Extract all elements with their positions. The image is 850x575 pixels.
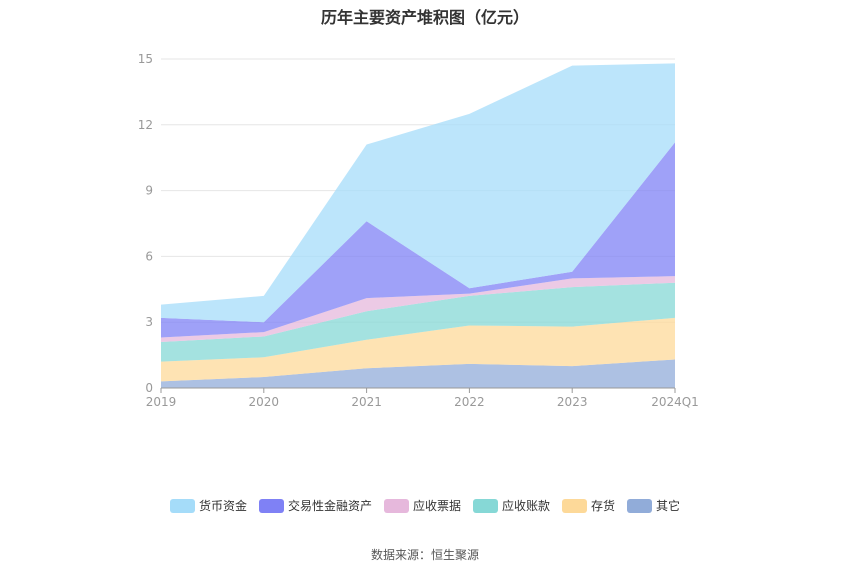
legend-label: 应收账款 <box>502 499 551 513</box>
area-series-0[interactable] <box>161 359 675 388</box>
y-tick-label: 15 <box>138 52 153 66</box>
area-series-3[interactable] <box>161 276 675 342</box>
legend-item[interactable]: 应收账款 <box>473 497 550 514</box>
legend-label: 存货 <box>591 499 616 513</box>
legend: 货币资金 交易性金融资产 应收票据 应收账款 存货 其它 <box>0 497 850 514</box>
axes: 0 3 6 9 12 15 2019 2020 2021 2022 2023 2024Q1 <box>138 52 699 409</box>
legend-swatch <box>627 498 653 513</box>
y-tick-label: 0 <box>145 381 153 395</box>
legend-swatch <box>383 498 409 513</box>
legend-item[interactable]: 存货 <box>562 497 615 514</box>
chart-title: 历年主要资产堆积图（亿元） <box>320 8 529 27</box>
y-tick-label: 6 <box>145 249 153 263</box>
y-tick-label: 3 <box>145 315 153 329</box>
legend-label: 交易性金融资产 <box>287 499 372 513</box>
legend-item[interactable]: 货币资金 <box>169 497 247 514</box>
legend-item[interactable]: 应收票据 <box>383 497 461 514</box>
x-tick-label: 2024Q1 <box>651 395 699 409</box>
legend-swatch <box>169 498 195 513</box>
legend-item[interactable]: 其它 <box>627 497 680 514</box>
area-series-2[interactable] <box>161 282 675 362</box>
legend-label: 货币资金 <box>198 499 247 513</box>
x-tick-label: 2019 <box>146 395 177 409</box>
legend-swatch <box>562 498 588 513</box>
x-tick-label: 2021 <box>351 395 382 409</box>
legend-swatch <box>258 498 284 513</box>
x-tick-label: 2022 <box>454 395 485 409</box>
legend-item[interactable]: 交易性金融资产 <box>258 497 372 514</box>
x-tick-label: 2020 <box>249 395 280 409</box>
y-tick-label: 9 <box>145 184 153 198</box>
area-series-layer <box>161 63 675 388</box>
area-series-5[interactable] <box>161 63 675 323</box>
y-tick-label: 12 <box>138 118 153 132</box>
x-tick-label: 2023 <box>557 395 588 409</box>
source-note: 数据来源：恒生聚源 <box>370 548 479 562</box>
legend-label: 其它 <box>656 499 681 513</box>
legend-label: 应收票据 <box>412 499 461 513</box>
legend-swatch <box>473 498 498 513</box>
stacked-area-chart: 0 3 6 9 12 15 2019 2020 2021 2022 2023 2024Q1 <box>138 52 699 409</box>
area-series-1[interactable] <box>161 317 675 382</box>
